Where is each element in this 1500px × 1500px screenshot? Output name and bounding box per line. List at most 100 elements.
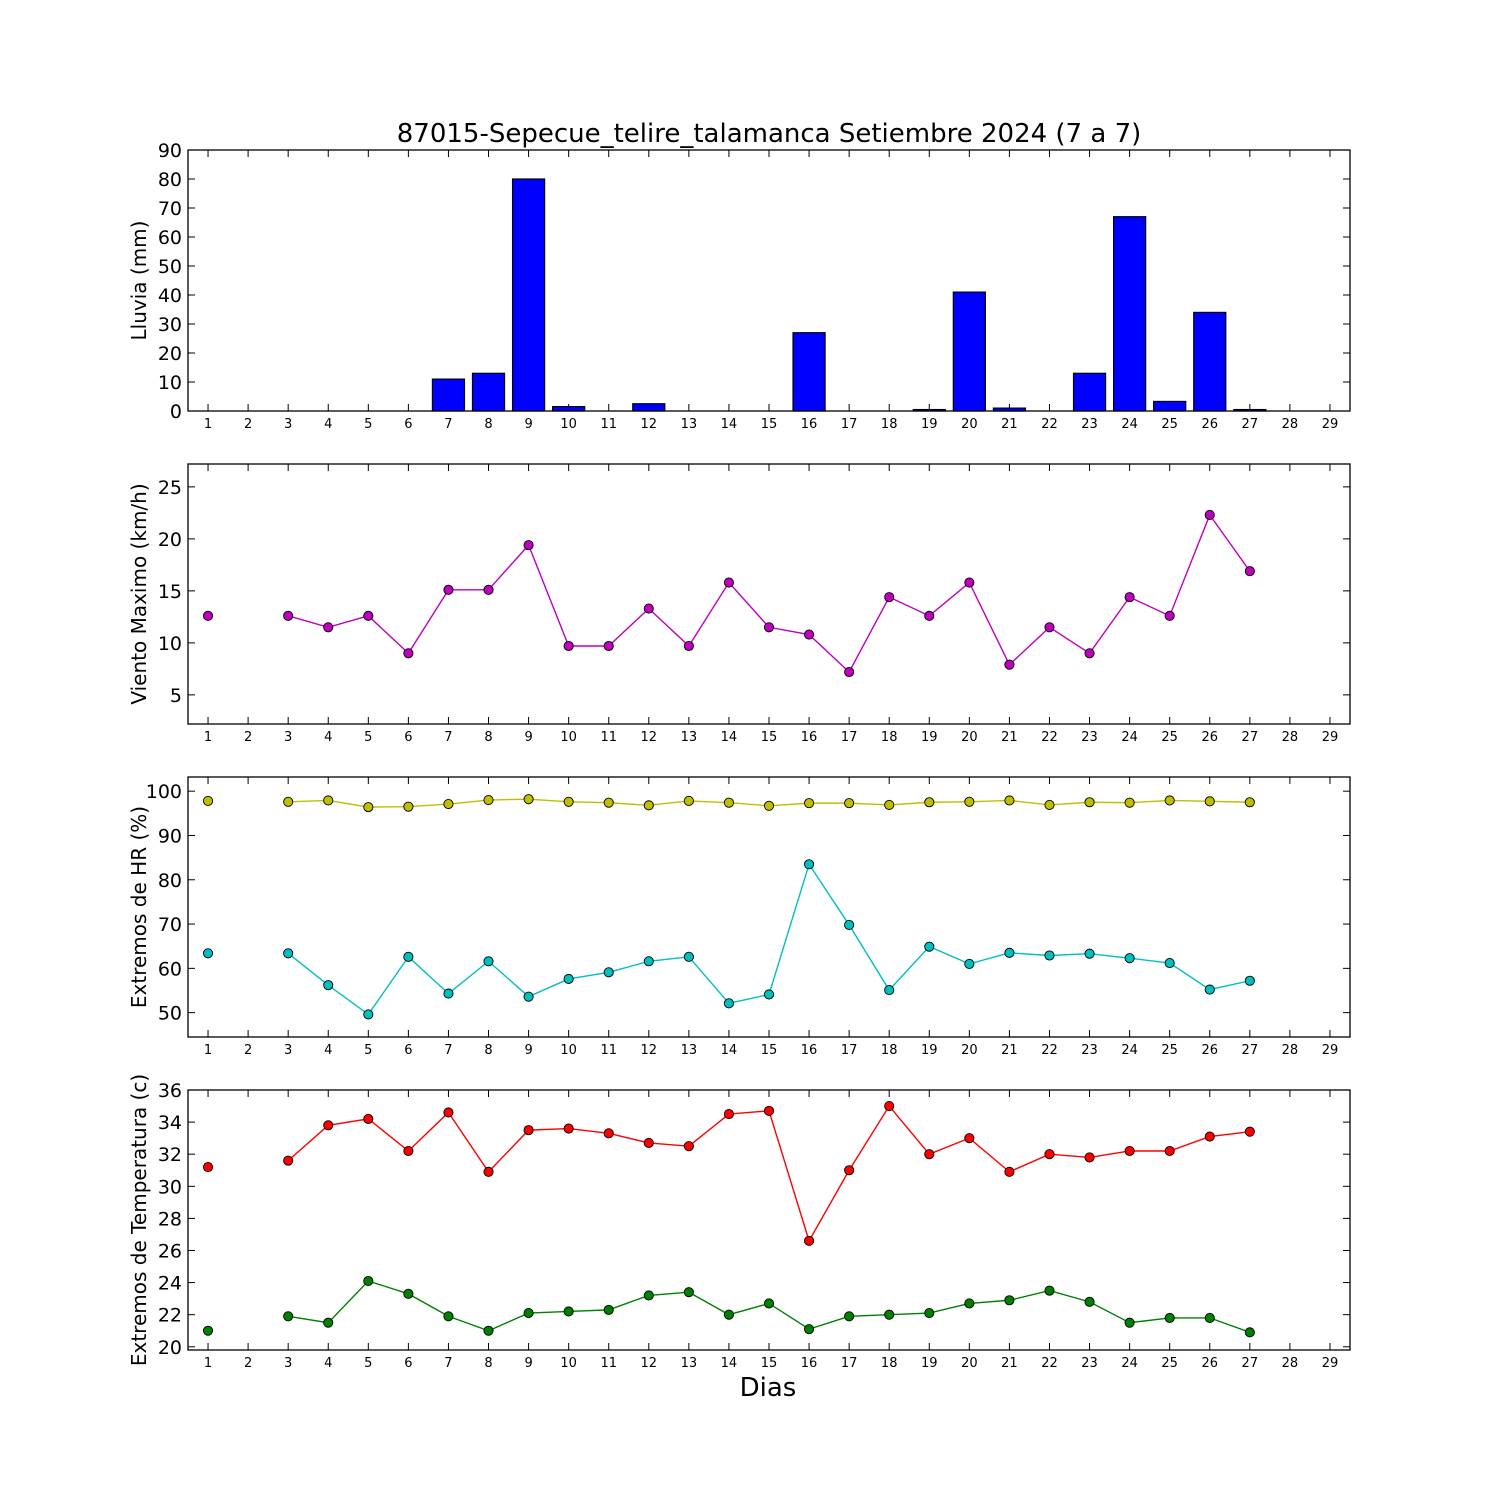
bar — [1193, 311, 1227, 412]
x-tick-label: 12 — [641, 730, 658, 745]
bar — [1112, 216, 1147, 412]
data-point — [683, 1287, 694, 1298]
data-point — [1004, 659, 1015, 670]
x-tick-label: 14 — [721, 1356, 738, 1371]
x-tick-label: 2 — [244, 730, 252, 745]
data-point — [1084, 1152, 1095, 1163]
data-point — [804, 859, 815, 870]
x-tick-label: 4 — [324, 730, 332, 745]
x-tick-label: 10 — [560, 730, 577, 745]
bar — [952, 291, 986, 412]
data-point — [403, 1288, 414, 1299]
data-point — [844, 1165, 855, 1176]
data-point — [1204, 1312, 1215, 1323]
x-tick-label: 18 — [881, 417, 898, 432]
data-point — [723, 577, 734, 588]
x-tick-label: 13 — [681, 1043, 698, 1058]
chart-title: 87015-Sepecue_telire_talamanca Setiembre… — [397, 119, 1142, 149]
data-point — [1044, 1149, 1055, 1160]
data-point — [1204, 509, 1215, 521]
y-tick-label: 28 — [158, 1208, 182, 1230]
data-point — [1044, 950, 1055, 961]
data-point — [924, 797, 935, 808]
data-point — [523, 540, 534, 551]
data-point — [403, 951, 414, 962]
data-point — [1084, 1296, 1095, 1307]
data-point — [723, 998, 734, 1009]
y-tick-label: 30 — [158, 1176, 182, 1198]
data-point — [523, 1125, 534, 1136]
x-tick-label: 4 — [324, 1356, 332, 1371]
x-tick-label: 28 — [1282, 730, 1299, 745]
x-tick-label: 7 — [444, 1356, 452, 1371]
x-tick-label: 11 — [600, 730, 617, 745]
x-tick-label: 17 — [841, 1356, 858, 1371]
data-point — [1164, 957, 1175, 969]
data-point — [1044, 622, 1055, 633]
data-point — [964, 958, 975, 969]
x-tick-label: 28 — [1282, 1356, 1299, 1371]
data-point — [443, 1107, 454, 1118]
data-point — [603, 967, 614, 978]
data-point — [804, 1235, 815, 1246]
data-point — [884, 1309, 895, 1320]
x-tick-label: 4 — [324, 1043, 332, 1058]
data-point — [1004, 1295, 1015, 1306]
data-point — [283, 610, 294, 621]
data-point — [443, 1311, 454, 1322]
data-point — [283, 1155, 294, 1166]
x-tick-label: 6 — [404, 1356, 412, 1371]
y-tick-label: 60 — [158, 958, 182, 980]
y-tick-label: 50 — [158, 256, 182, 278]
x-tick-label: 6 — [404, 1043, 412, 1058]
y-tick-label: 25 — [158, 477, 182, 499]
y-tick-label: 15 — [158, 581, 182, 603]
data-point — [603, 640, 614, 652]
data-point — [763, 989, 775, 1000]
x-tick-label: 20 — [961, 1356, 978, 1371]
data-point — [202, 1161, 214, 1173]
data-point — [363, 610, 374, 621]
x-tick-label: 28 — [1282, 1043, 1299, 1058]
x-tick-label: 8 — [484, 1043, 492, 1058]
data-point — [723, 1309, 734, 1320]
x-tick-label: 21 — [1001, 1356, 1018, 1371]
x-tick-label: 19 — [921, 1043, 938, 1058]
x-tick-label: 16 — [801, 730, 818, 745]
bar — [792, 332, 826, 412]
data-point — [1124, 797, 1135, 808]
data-point — [323, 795, 334, 806]
plot-frame-2 — [187, 463, 1351, 725]
data-point — [723, 797, 734, 808]
data-point — [483, 584, 494, 595]
y-tick-label: 90 — [158, 825, 182, 847]
x-tick-label: 2 — [244, 1043, 252, 1058]
data-point — [283, 796, 294, 807]
x-tick-label: 3 — [284, 417, 292, 432]
data-point — [563, 973, 574, 985]
data-point — [1204, 1131, 1215, 1142]
x-tick-label: 9 — [524, 417, 532, 432]
data-point — [563, 796, 574, 807]
data-point — [563, 1123, 574, 1134]
data-point — [924, 1308, 935, 1319]
y-tick-label: 90 — [158, 140, 182, 162]
data-point — [1164, 795, 1175, 806]
x-tick-label: 2 — [244, 1356, 252, 1371]
x-tick-label: 5 — [364, 730, 372, 745]
data-point — [964, 1298, 975, 1309]
data-point — [1004, 1166, 1015, 1177]
data-point — [723, 1109, 734, 1120]
x-tick-label: 16 — [801, 417, 818, 432]
x-tick-label: 25 — [1161, 1356, 1178, 1371]
data-point — [844, 919, 855, 930]
x-tick-label: 2 — [244, 417, 252, 432]
data-point — [884, 799, 895, 810]
y-tick-label: 80 — [158, 870, 182, 892]
x-axis-label: Dias — [740, 1373, 797, 1403]
x-tick-label: 3 — [284, 1356, 292, 1371]
x-tick-label: 23 — [1081, 1356, 1098, 1371]
data-point — [523, 1308, 534, 1319]
x-tick-label: 15 — [761, 730, 778, 745]
